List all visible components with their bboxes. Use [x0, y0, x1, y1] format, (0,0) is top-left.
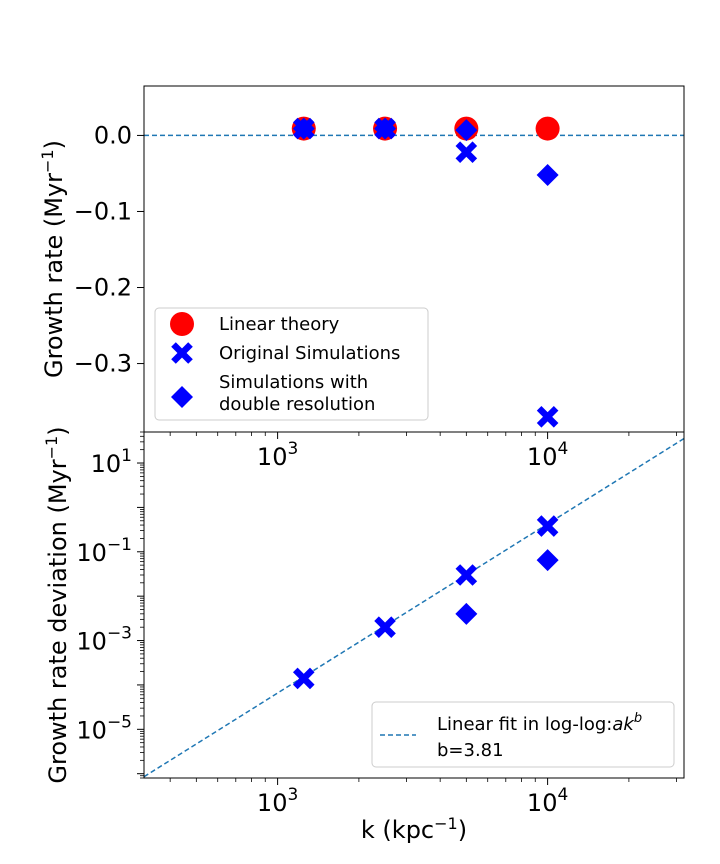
- legend-label-original-simulations: Original Simulations: [219, 343, 400, 364]
- top-point-circle-3: [535, 116, 560, 141]
- top-legend-markers: [170, 312, 194, 408]
- legend-marker-x-stroke-b: [171, 342, 193, 364]
- bottom-axes-frame: [143, 431, 685, 779]
- top-legend-box: [154, 307, 429, 421]
- legend-label-linear-fit: Linear fit in log-log:akb: [437, 711, 642, 735]
- top-x-tick-label-1: 104: [527, 439, 568, 471]
- top-y-axis-label: Growth rate (Myr−1): [38, 140, 68, 378]
- top-x-tick-label-0: 103: [257, 439, 298, 471]
- bottom-point-x-0: [292, 667, 315, 690]
- legend-marker-circle: [170, 312, 194, 336]
- top-point-x-2-stroke-b: [455, 141, 478, 163]
- bottom-point-diamond-0: [455, 602, 478, 625]
- top-panel: 103 104 0.0 −0.1 −0.2 −0.3 Linear theory Ori…: [38, 85, 685, 471]
- bottom-x-ticks: 103 104: [169, 778, 677, 817]
- bottom-y-tick-label-0: 10−5: [76, 712, 132, 744]
- legend-marker-x: [171, 342, 193, 364]
- top-y-tick-label-0: 0.0: [94, 121, 132, 149]
- bottom-y-tick-label-3: 101: [91, 446, 132, 478]
- bottom-legend-box: [371, 701, 675, 768]
- top-point-diamond-3: [536, 163, 559, 186]
- legend-label-linear-theory: Linear theory: [219, 314, 340, 335]
- top-y-tick-label-3: −0.3: [74, 350, 132, 378]
- bottom-y-axis-label: Growth rate deviation (Myr−1): [42, 426, 72, 783]
- legend-label-fit-exponent: b=3.81: [437, 740, 504, 761]
- top-point-x-3: [536, 405, 559, 428]
- bottom-fit-line-layer: [143, 437, 685, 778]
- bottom-y-tick-label-1: 10−3: [76, 624, 132, 656]
- top-x-ticks: 103 104: [169, 432, 677, 471]
- bottom-x-tick-label-1: 104: [527, 785, 568, 817]
- top-y-tick-label-2: −0.2: [74, 274, 132, 302]
- top-data-marks: [291, 116, 560, 428]
- top-y-tick-label-1: −0.1: [74, 197, 132, 225]
- bottom-point-x-2-stroke-b: [455, 564, 478, 586]
- legend-label-double-resolution-line1: Simulations with: [219, 372, 368, 393]
- bottom-panel: 103 104 10−5 10−3 10−1 101 Linear fit in log…: [42, 426, 685, 817]
- bottom-y-tick-label-2: 10−1: [76, 535, 132, 567]
- bottom-point-x-1-stroke-b: [374, 616, 396, 638]
- top-point-x-3-stroke-b: [536, 405, 559, 428]
- bottom-y-ticks: 10−5 10−3 10−1 101: [76, 431, 144, 779]
- top-point-diamond-1: [374, 117, 397, 140]
- bottom-point-diamond-1: [536, 549, 559, 572]
- bottom-data-marks: [292, 515, 559, 690]
- x-axis-label: k (kpc−1): [361, 814, 467, 844]
- fit-line: [143, 437, 685, 778]
- top-y-ticks: 0.0 −0.1 −0.2 −0.3: [74, 121, 144, 378]
- bottom-point-x-2: [455, 564, 478, 586]
- top-point-x-2: [455, 141, 478, 163]
- bottom-point-x-1: [374, 616, 396, 638]
- top-point-diamond-0: [292, 117, 315, 140]
- bottom-point-x-3: [536, 515, 559, 537]
- legend-marker-diamond: [171, 386, 193, 408]
- bottom-legend: Linear fit in log-log:akb b=3.81: [371, 701, 675, 768]
- bottom-point-x-3-stroke-b: [536, 515, 559, 537]
- top-legend: Linear theory Original Simulations Simul…: [154, 307, 429, 421]
- legend-label-double-resolution-line2: double resolution: [219, 394, 375, 415]
- bottom-x-tick-label-0: 103: [257, 785, 298, 817]
- bottom-point-x-0-stroke-b: [292, 667, 315, 690]
- top-point-diamond-2: [455, 119, 478, 142]
